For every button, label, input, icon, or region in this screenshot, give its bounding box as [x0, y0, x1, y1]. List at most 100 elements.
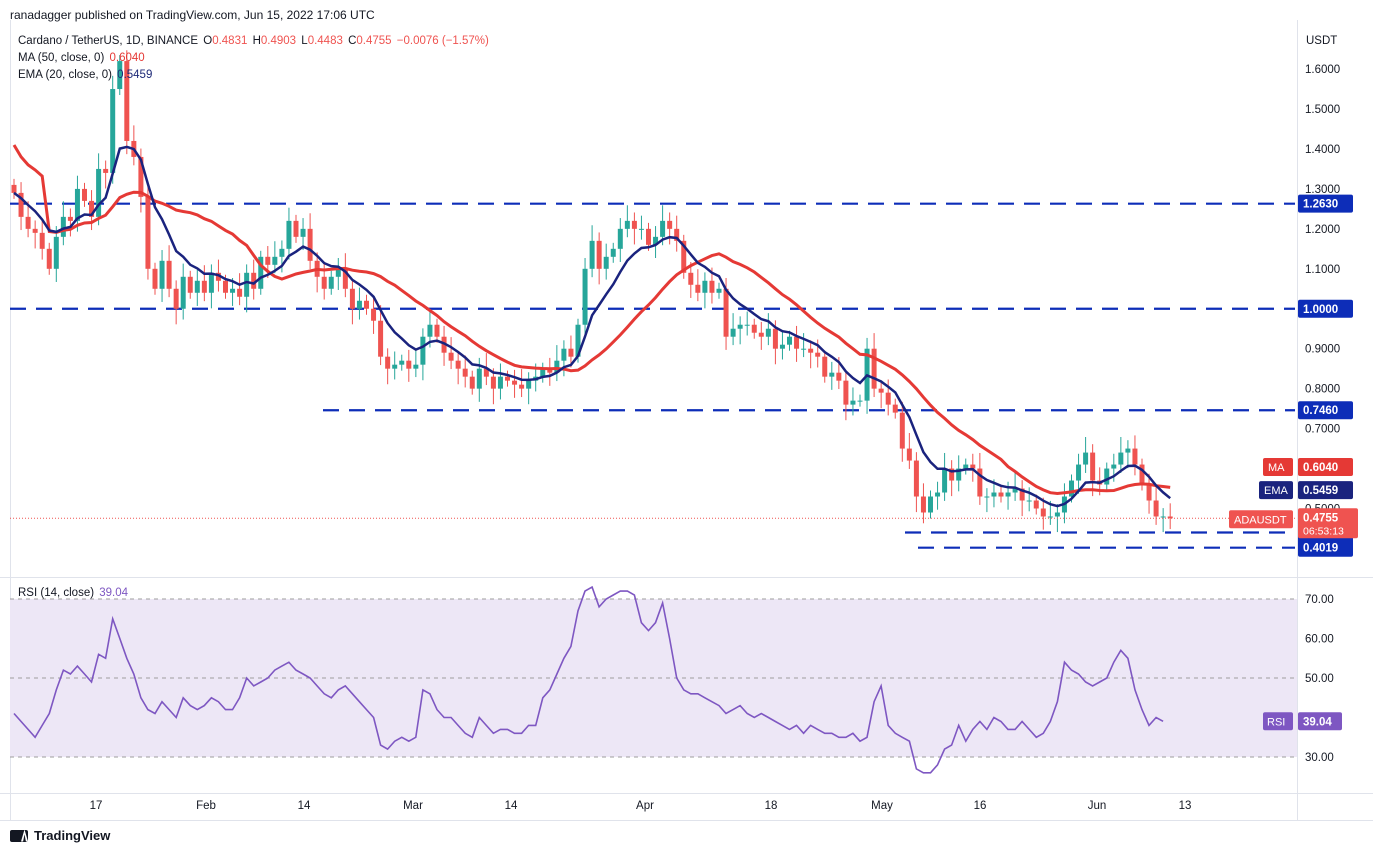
- candle-body[interactable]: [956, 468, 962, 481]
- candle-body[interactable]: [772, 328, 778, 349]
- candle-body[interactable]: [349, 288, 355, 309]
- candle-body[interactable]: [829, 372, 835, 377]
- candle-body[interactable]: [1054, 512, 1060, 517]
- candle-body[interactable]: [702, 280, 708, 293]
- candle-body[interactable]: [173, 288, 179, 309]
- candle-body[interactable]: [74, 188, 80, 221]
- candle-body[interactable]: [949, 468, 955, 481]
- candle-body[interactable]: [505, 376, 510, 381]
- candle-body[interactable]: [1104, 468, 1110, 485]
- candle-body[interactable]: [272, 256, 278, 265]
- candle-body[interactable]: [300, 228, 306, 237]
- candle-body[interactable]: [434, 324, 440, 337]
- candle-body[interactable]: [1160, 516, 1166, 518]
- candle-body[interactable]: [631, 220, 637, 229]
- candle-body[interactable]: [223, 280, 228, 293]
- candle-body[interactable]: [935, 492, 941, 497]
- candle-body[interactable]: [808, 348, 814, 353]
- candle-body[interactable]: [279, 248, 285, 257]
- ema-20-line[interactable]: [13, 145, 1171, 508]
- candle-body[interactable]: [779, 344, 785, 349]
- candle-body[interactable]: [1033, 500, 1039, 509]
- candle-body[interactable]: [293, 220, 299, 237]
- candle-body[interactable]: [455, 360, 461, 369]
- candle-body[interactable]: [519, 384, 525, 389]
- candle-body[interactable]: [18, 192, 24, 217]
- candle-body[interactable]: [1005, 492, 1011, 497]
- candle-body[interactable]: [152, 268, 158, 289]
- candle-body[interactable]: [963, 464, 969, 469]
- candle-body[interactable]: [103, 168, 109, 173]
- candle-body[interactable]: [110, 89, 116, 173]
- candle-body[interactable]: [89, 200, 95, 217]
- candle-body[interactable]: [11, 184, 17, 193]
- candle-body[interactable]: [420, 336, 426, 365]
- candle-body[interactable]: [681, 240, 687, 273]
- candle-body[interactable]: [857, 400, 863, 402]
- candle-body[interactable]: [723, 288, 729, 337]
- candle-body[interactable]: [554, 360, 560, 373]
- candle-body[interactable]: [1047, 516, 1053, 518]
- candle-body[interactable]: [39, 232, 45, 249]
- candle-body[interactable]: [399, 360, 405, 365]
- candle-body[interactable]: [660, 220, 666, 237]
- candle-body[interactable]: [307, 228, 313, 261]
- candle-body[interactable]: [1026, 500, 1032, 502]
- ema-legend[interactable]: EMA (20, close, 0) 0.5459: [18, 69, 152, 81]
- candle-body[interactable]: [96, 168, 102, 217]
- candle-body[interactable]: [476, 368, 482, 389]
- candle-body[interactable]: [378, 320, 384, 357]
- candle-body[interactable]: [187, 276, 193, 293]
- candle-body[interactable]: [589, 240, 595, 269]
- candle-body[interactable]: [1019, 488, 1025, 501]
- candle-body[interactable]: [208, 272, 214, 293]
- candle-body[interactable]: [737, 324, 743, 329]
- candle-body[interactable]: [1090, 452, 1096, 481]
- candle-body[interactable]: [928, 496, 933, 513]
- candle-body[interactable]: [794, 336, 800, 349]
- candle-body[interactable]: [674, 228, 680, 241]
- candle-body[interactable]: [822, 356, 828, 377]
- candle-body[interactable]: [448, 352, 454, 361]
- candle-body[interactable]: [237, 288, 243, 297]
- candle-body[interactable]: [483, 368, 489, 377]
- candle-body[interactable]: [815, 352, 821, 357]
- candle-body[interactable]: [413, 364, 419, 369]
- candle-body[interactable]: [512, 380, 518, 385]
- candle-body[interactable]: [758, 332, 764, 337]
- candle-body[interactable]: [653, 236, 659, 245]
- candle-body[interactable]: [568, 348, 574, 357]
- candle-body[interactable]: [1111, 464, 1117, 469]
- candle-body[interactable]: [201, 280, 207, 293]
- candle-body[interactable]: [603, 256, 609, 269]
- candle-body[interactable]: [850, 400, 856, 405]
- rsi-line[interactable]: [13, 585, 1164, 774]
- candle-body[interactable]: [342, 268, 348, 289]
- candle-body[interactable]: [547, 368, 553, 373]
- candle-body[interactable]: [942, 468, 948, 493]
- candle-body[interactable]: [1118, 452, 1124, 465]
- candle-body[interactable]: [215, 272, 221, 281]
- rsi-legend[interactable]: RSI (14, close) 39.04: [18, 587, 128, 599]
- candle-body[interactable]: [610, 248, 616, 257]
- candle-body[interactable]: [1125, 448, 1131, 453]
- candle-body[interactable]: [1069, 480, 1074, 497]
- candle-body[interactable]: [180, 276, 186, 309]
- candle-body[interactable]: [60, 216, 66, 237]
- candle-body[interactable]: [695, 284, 701, 293]
- candle-body[interactable]: [984, 496, 990, 498]
- candle-body[interactable]: [892, 404, 898, 413]
- candle-body[interactable]: [371, 308, 377, 321]
- candle-body[interactable]: [730, 328, 736, 337]
- candle-body[interactable]: [667, 220, 673, 229]
- candle-body[interactable]: [53, 236, 59, 269]
- candle-body[interactable]: [836, 372, 842, 381]
- candle-body[interactable]: [744, 324, 750, 326]
- candle-body[interactable]: [462, 368, 468, 377]
- tradingview-logo[interactable]: TradingView: [10, 828, 110, 843]
- candle-body[interactable]: [575, 324, 581, 357]
- candle-body[interactable]: [765, 328, 771, 337]
- candle-body[interactable]: [878, 388, 884, 393]
- candle-body[interactable]: [67, 216, 73, 221]
- candle-body[interactable]: [1167, 516, 1173, 519]
